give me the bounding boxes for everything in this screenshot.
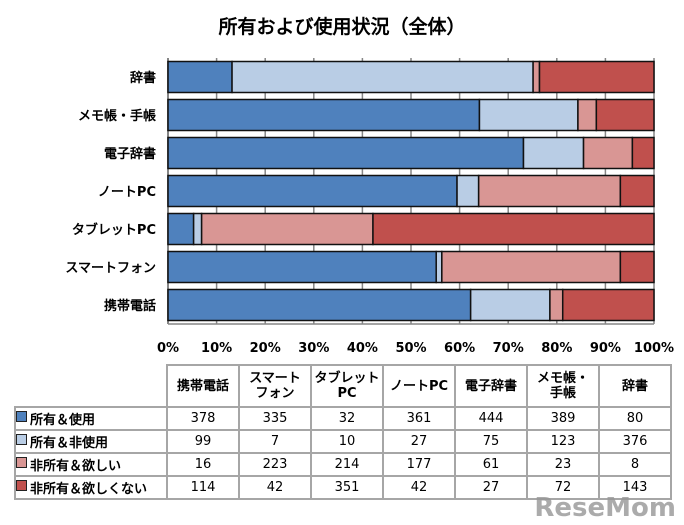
- x-tick-label: 0%: [157, 341, 179, 356]
- bar-segment: [167, 60, 233, 94]
- legend-entry: 所有＆使用: [14, 406, 168, 431]
- bar-segment: [577, 98, 598, 132]
- table-cell: 361: [382, 406, 456, 431]
- x-tick-label: 80%: [541, 341, 572, 356]
- category-label: 電子辞書: [104, 146, 156, 162]
- table-cell: 376: [598, 429, 672, 454]
- x-tick-label: 100%: [634, 341, 674, 356]
- plot-area: 0% 10% 20% 30% 40% 50% 60% 70% 80% 90% 100% 辞書メモ帳・手…: [65, 58, 674, 356]
- table-cell: 27: [382, 429, 456, 454]
- table-cell: 27: [454, 475, 528, 500]
- bar-segment: [456, 174, 480, 208]
- table-cell: 42: [382, 475, 456, 500]
- bar-segment: [167, 98, 481, 132]
- table-header: ノートPC: [382, 364, 456, 408]
- data-table: 携帯電話 スマート フォン タブレット PC ノートPC 電子辞書 メモ帳・ 手帳 辞書 所有＆使用…: [14, 364, 672, 500]
- table-cell: 223: [238, 452, 312, 477]
- table-cell: 114: [166, 475, 240, 500]
- legend-swatch: [16, 434, 27, 445]
- table-cell: 177: [382, 452, 456, 477]
- bar-segment: [167, 174, 458, 208]
- table-row: 所有＆非使用 99 7 10 27 75 123 376: [14, 429, 672, 454]
- table-row: 所有＆使用 378 335 32 361 444 389 80: [14, 406, 672, 431]
- table-header: タブレット PC: [310, 364, 384, 408]
- category-label: スマートフォン: [65, 261, 156, 276]
- table-cell: 16: [166, 452, 240, 477]
- table-cell: 214: [310, 452, 384, 477]
- table-header: メモ帳・ 手帳: [526, 364, 600, 408]
- table-cell: 444: [454, 406, 528, 431]
- table-header: スマート フォン: [238, 364, 312, 408]
- x-tick-label: 90%: [590, 341, 621, 356]
- chart-title: 所有および使用状況（全体）: [218, 16, 466, 38]
- x-tick-label: 20%: [250, 341, 281, 356]
- bar-segment: [167, 250, 437, 284]
- bar-segment: [441, 250, 622, 284]
- table-header: 携帯電話: [166, 364, 240, 408]
- bar-segment: [561, 288, 655, 322]
- x-tick-label: 40%: [347, 341, 378, 356]
- bar-segment: [435, 250, 443, 284]
- bar-segment: [582, 136, 634, 170]
- table-cell: 75: [454, 429, 528, 454]
- legend-entry: 非所有＆欲しい: [14, 452, 168, 477]
- legend-swatch: [16, 411, 27, 422]
- bar-segment: [619, 250, 655, 284]
- x-tick-label: 60%: [444, 341, 475, 356]
- table-header: 電子辞書: [454, 364, 528, 408]
- bar-segment: [522, 136, 585, 170]
- table-cell: 335: [238, 406, 312, 431]
- bar-segment: [200, 212, 374, 246]
- table-cell: 80: [598, 406, 672, 431]
- table-cell: 72: [526, 475, 600, 500]
- table-cell: 7: [238, 429, 312, 454]
- table-cell: 99: [166, 429, 240, 454]
- table-cell: 389: [526, 406, 600, 431]
- table-header: 辞書: [598, 364, 672, 408]
- bar-segment: [167, 136, 525, 170]
- watermark: ReseMom: [534, 493, 676, 523]
- table-cell: 61: [454, 452, 528, 477]
- table-cell: 23: [526, 452, 600, 477]
- bar-segment: [619, 174, 655, 208]
- legend-swatch: [16, 480, 27, 491]
- category-label: メモ帳・手帳: [78, 108, 156, 124]
- bar-segment: [538, 60, 655, 94]
- table-cell: 32: [310, 406, 384, 431]
- category-label: タブレットPC: [72, 222, 156, 238]
- table-cell: 10: [310, 429, 384, 454]
- bar-segment: [478, 98, 579, 132]
- category-label: ノートPC: [98, 185, 156, 200]
- table-row: 非所有＆欲しくない 114 42 351 42 27 72 143: [14, 475, 672, 500]
- bar-segment: [549, 288, 564, 322]
- category-label: 辞書: [130, 70, 156, 86]
- table-cell: 143: [598, 475, 672, 500]
- x-tick-label: 10%: [201, 341, 232, 356]
- table-cell: 8: [598, 452, 672, 477]
- table-corner: [15, 365, 168, 408]
- bar-segment: [192, 212, 203, 246]
- legend-entry: 所有＆非使用: [14, 429, 168, 454]
- table-cell: 42: [238, 475, 312, 500]
- bar-segment: [231, 60, 534, 94]
- bar-segment: [477, 174, 622, 208]
- bar-segment: [595, 98, 655, 132]
- bar-segment: [631, 136, 655, 170]
- legend-entry: 非所有＆欲しくない: [14, 475, 168, 500]
- bar-segment: [167, 212, 195, 246]
- x-tick-label: 70%: [493, 341, 524, 356]
- bar-segment: [372, 212, 655, 246]
- bar-segment: [167, 288, 472, 322]
- table-cell: 351: [310, 475, 384, 500]
- x-tick-label: 50%: [395, 341, 426, 356]
- category-label: 携帯電話: [104, 298, 156, 314]
- table-row: 非所有＆欲しい 16 223 214 177 61 23 8: [14, 452, 672, 477]
- legend-swatch: [16, 457, 27, 468]
- bar-segment: [532, 60, 541, 94]
- bar-segment: [469, 288, 551, 322]
- table-cell: 123: [526, 429, 600, 454]
- x-tick-label: 30%: [298, 341, 329, 356]
- table-cell: 378: [166, 406, 240, 431]
